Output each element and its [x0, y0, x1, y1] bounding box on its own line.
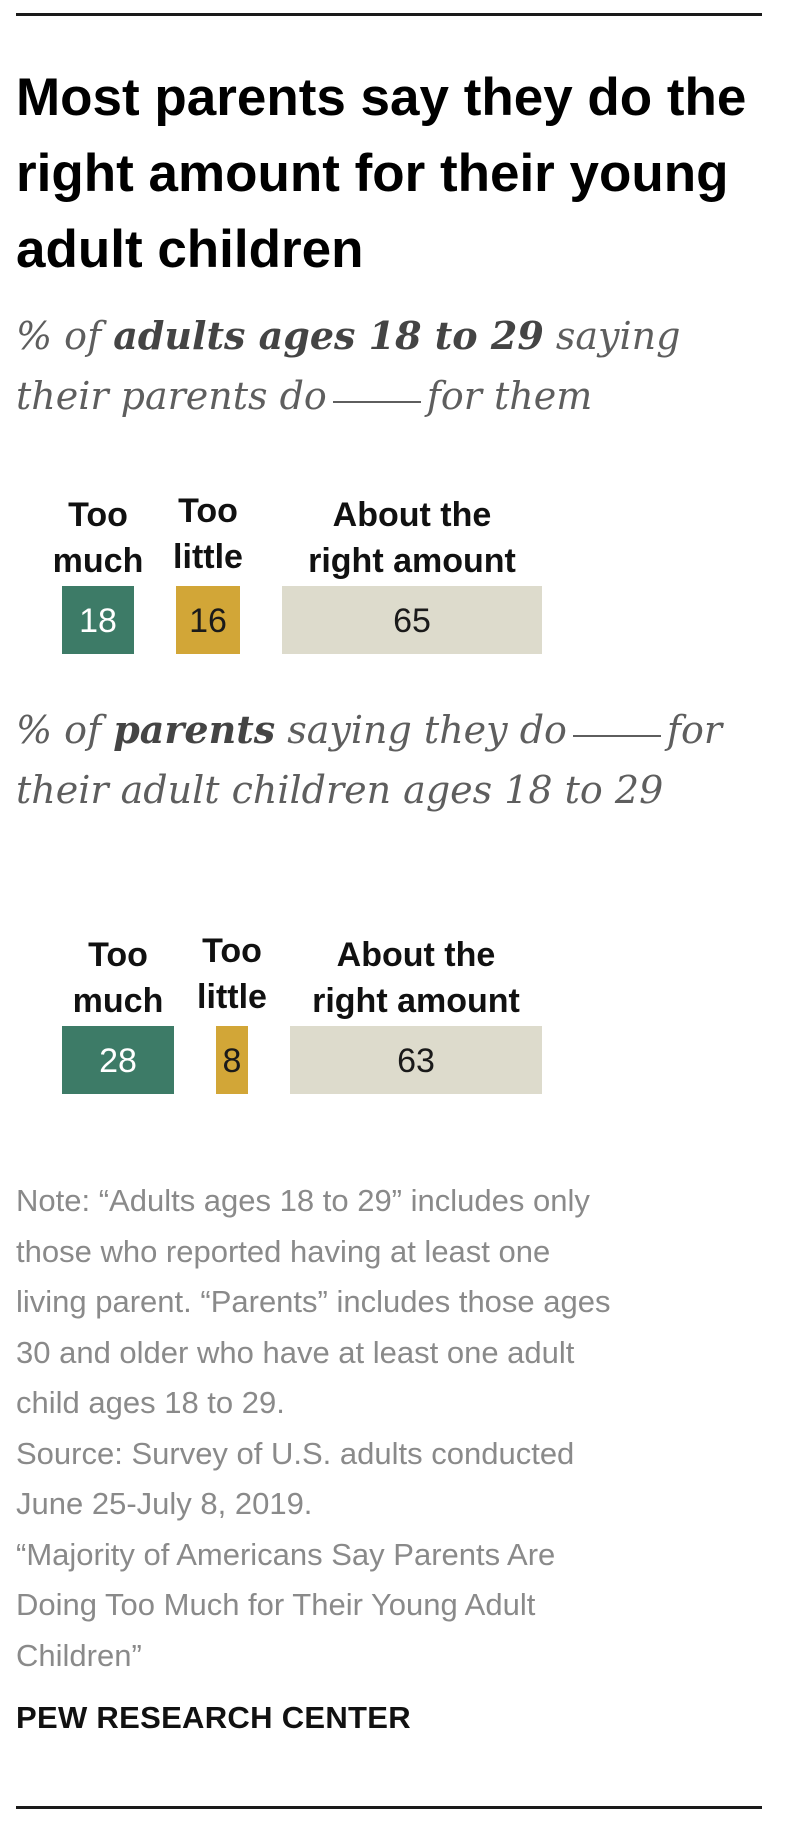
top-rule	[16, 13, 762, 16]
bar-too-little	[216, 1026, 248, 1094]
subtitle-prefix: % of	[16, 708, 114, 752]
note-block: Note: “Adults ages 18 to 29” includes on…	[16, 1176, 776, 1681]
value-label-too-little: 8	[223, 1042, 242, 1080]
category-label-too-much: Too much	[73, 936, 164, 1020]
note-line: 30 and older who have at least one adult	[16, 1334, 575, 1370]
subtitle-suffix: for their adult children ages 18 to 29	[16, 708, 723, 812]
pew-research-center-logo: PEW RESEARCH CENTER	[16, 1700, 411, 1735]
report-title-line: “Majority of Americans Say Parents Are	[16, 1536, 556, 1572]
category-label-right-amount: About the right amount	[312, 936, 520, 1020]
subtitle-parents: % of parents saying they do for their adu…	[16, 700, 756, 820]
bar-too-much	[62, 1026, 174, 1094]
report-title-line: Doing Too Much for Their Young Adult	[16, 1587, 536, 1622]
value-label-too-much: 28	[99, 1042, 137, 1080]
value-label-right-amount: 63	[397, 1042, 435, 1080]
bar-right-amount	[282, 586, 542, 654]
subtitle-prefix: % of	[16, 314, 114, 358]
category-label-too-little: Too little	[173, 492, 243, 576]
source-line: Source: Survey of U.S. adults conducted	[16, 1435, 575, 1471]
category-label-too-little: Too little	[197, 932, 267, 1016]
category-label-too-much: Too much	[53, 496, 144, 580]
value-label-too-little: 16	[189, 602, 227, 640]
chart-parents: 28 Too much 8 Too little 63 About the right amou…	[0, 918, 800, 1118]
subtitle-suffix: for them	[426, 374, 593, 418]
bottom-rule	[16, 1806, 762, 1809]
blank-line	[332, 400, 421, 404]
chart-title: Most parents say they do the right amoun…	[16, 68, 747, 279]
subtitle-bold: parents	[113, 707, 276, 752]
value-label-right-amount: 65	[393, 602, 431, 640]
note-line: Note: “Adults ages 18 to 29” includes on…	[16, 1183, 590, 1218]
category-label-right-amount: About the right amount	[308, 496, 516, 580]
source-line: June 25-July 8, 2019.	[16, 1486, 313, 1521]
subtitle-middle: saying their parents do	[16, 314, 681, 418]
subtitle-young-adults: % of adults ages 18 to 29 saying their p…	[16, 306, 756, 426]
chart-young-adults-svg: 18 Too much 16 Too little 65 About the right amo…	[53, 492, 542, 654]
subtitle-bold: adults ages 18 to 29	[113, 313, 544, 358]
note-line: those who reported having at least one	[16, 1233, 551, 1269]
report-title-line: Children”	[16, 1637, 142, 1673]
value-label-too-much: 18	[79, 602, 117, 640]
note-line: child ages 18 to 29.	[16, 1385, 285, 1420]
bar-too-much	[62, 586, 134, 654]
subtitle-middle: saying they do	[275, 708, 567, 752]
bar-too-little	[176, 586, 240, 654]
chart-parents-svg: 28 Too much 8 Too little 63 About the right amou…	[62, 932, 542, 1094]
chart-young-adults: 18 Too much 16 Too little 65 About the right amo…	[0, 478, 800, 678]
bar-right-amount	[290, 1026, 542, 1094]
note-line: living parent. “Parents” includes those …	[16, 1284, 611, 1319]
blank-line	[572, 734, 661, 738]
